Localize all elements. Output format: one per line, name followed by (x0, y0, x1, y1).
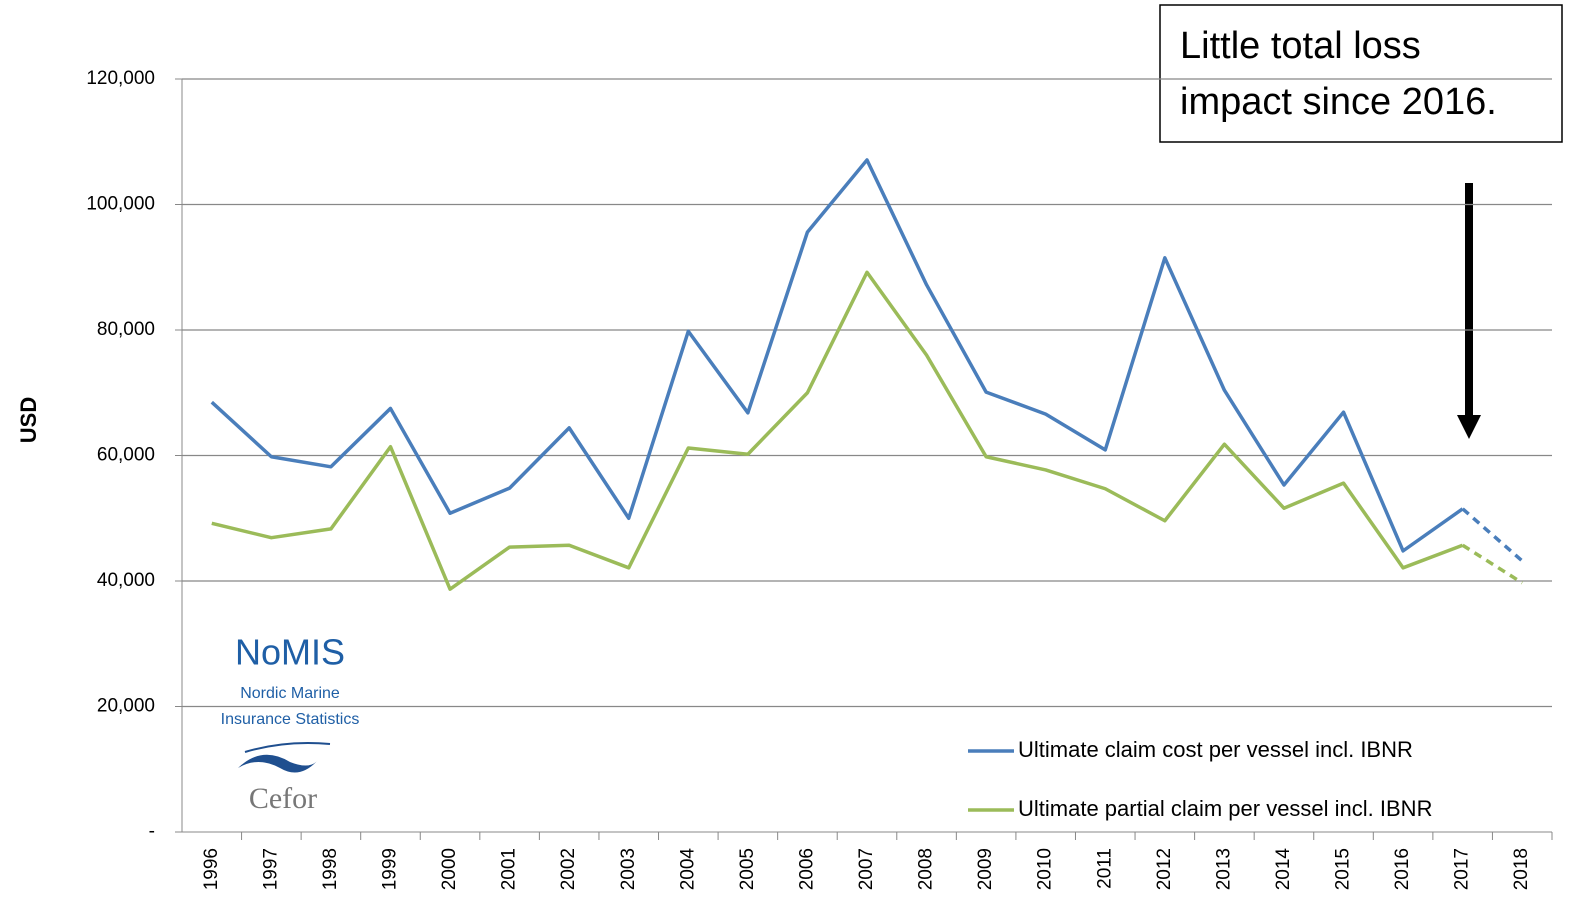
y-tick-label: 40,000 (97, 570, 155, 591)
x-tick-label: 2018 (1511, 848, 1532, 890)
x-tick-label: 1997 (260, 848, 281, 890)
x-tick-label: 2008 (916, 848, 937, 890)
logo-subtitle: Nordic Marine (240, 685, 340, 702)
logo-brand: Cefor (249, 782, 317, 815)
x-tick-label: 2002 (558, 848, 579, 890)
x-tick-label: 1996 (201, 848, 222, 890)
series-line (1461, 507, 1524, 563)
x-tick-label: 2015 (1333, 848, 1354, 890)
x-tick-label: 2007 (856, 848, 877, 890)
y-tick-label: 120,000 (86, 68, 155, 89)
legend-label: Ultimate claim cost per vessel incl. IBN… (1018, 737, 1413, 762)
series-line (210, 158, 1464, 553)
x-tick-label: 2013 (1213, 848, 1234, 890)
logo-wave (244, 742, 331, 753)
x-tick-label: 1998 (320, 848, 341, 890)
annotation: impact since 2016. (1180, 81, 1497, 123)
x-tick-label: 2016 (1392, 848, 1413, 890)
x-tick-label: 2003 (618, 848, 639, 890)
y-tick-label: 100,000 (86, 194, 155, 215)
annotation: Little total loss (1180, 25, 1421, 67)
x-tick-label: 2011 (1094, 848, 1115, 889)
x-tick-label: 2010 (1035, 848, 1056, 890)
x-tick-label: 2017 (1452, 848, 1473, 890)
legend-label: Ultimate partial claim per vessel incl. … (1018, 796, 1432, 821)
series-line (211, 270, 1464, 591)
x-tick-label: 2000 (439, 848, 460, 890)
y-tick-label: 60,000 (97, 445, 155, 466)
y-tick-label: 20,000 (97, 696, 155, 717)
x-tick-label: 2001 (499, 848, 520, 890)
y-axis-label: USD (16, 397, 41, 443)
logo-wave (238, 754, 318, 773)
x-tick-label: 2014 (1273, 848, 1294, 891)
x-tick-label: 2005 (737, 848, 758, 890)
x-tick-label: 2009 (975, 848, 996, 890)
series-line (1461, 543, 1524, 585)
y-tick-label: 80,000 (97, 319, 155, 340)
x-tick-label: 2004 (677, 848, 698, 891)
x-tick-label: 1999 (379, 848, 400, 890)
logo-name: NoMIS (235, 632, 345, 673)
x-tick-label: 2012 (1154, 848, 1175, 890)
arrow-head (1457, 415, 1481, 439)
annotation-box (1159, 4, 1563, 143)
x-tick-label: 2006 (796, 848, 817, 890)
y-tick-label: - (149, 821, 155, 842)
logo-subtitle: Insurance Statistics (221, 711, 360, 728)
